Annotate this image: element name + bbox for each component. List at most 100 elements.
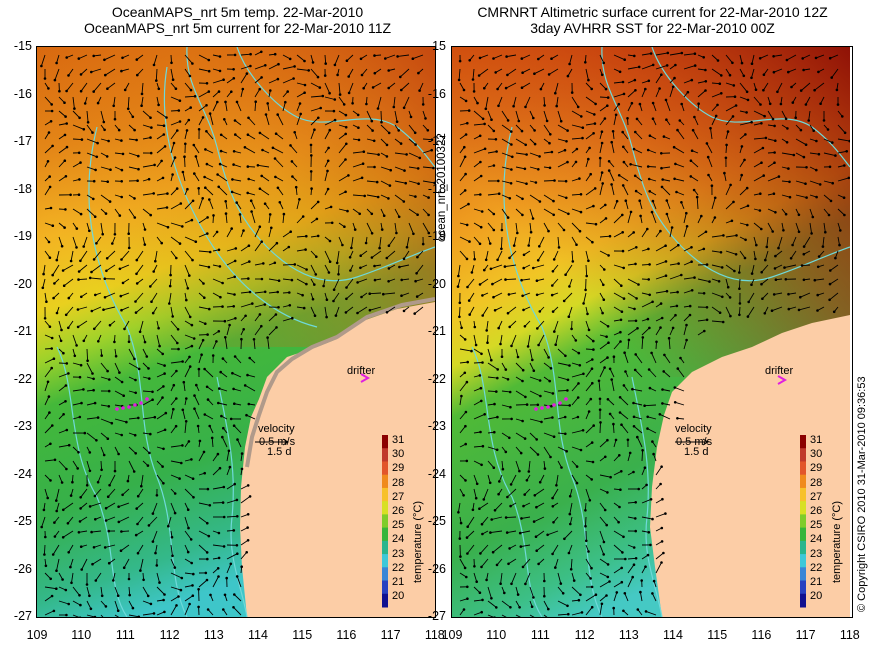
current-arrow-head <box>508 197 512 200</box>
current-arrow-head <box>219 133 223 137</box>
current-arrow-head <box>77 193 81 196</box>
current-arrow-head <box>746 223 749 227</box>
current-arrow <box>683 314 691 322</box>
current-arrow-head <box>157 87 161 91</box>
current-arrow-head <box>243 146 247 149</box>
current-arrow <box>611 184 615 196</box>
current-arrow-head <box>830 76 833 79</box>
current-arrow <box>539 474 545 483</box>
current-arrow-head <box>648 386 652 390</box>
current-arrow <box>63 278 74 287</box>
current-arrow <box>170 54 172 63</box>
current-arrow-head <box>665 118 668 121</box>
current-arrow-head <box>270 226 273 230</box>
current-arrow-head <box>522 504 525 508</box>
current-arrow <box>68 544 74 553</box>
current-arrow-head <box>149 136 152 139</box>
current-arrow-head <box>325 298 329 301</box>
current-arrow <box>136 68 144 76</box>
current-arrow-head <box>829 269 832 272</box>
current-arrow <box>683 277 695 280</box>
colorbar-segment <box>382 501 388 515</box>
current-arrow <box>348 68 354 77</box>
current-arrow-head <box>118 214 122 217</box>
current-arrow <box>473 611 482 616</box>
current-arrow-head <box>71 480 74 484</box>
current-arrow <box>611 142 615 154</box>
current-arrow-head <box>222 426 225 430</box>
current-arrow-head <box>260 174 263 178</box>
current-arrow <box>553 250 559 260</box>
current-arrow <box>585 606 593 616</box>
current-arrow-head <box>302 306 306 310</box>
current-arrow <box>767 110 774 120</box>
current-arrow-head <box>639 590 642 594</box>
current-arrow-head <box>620 423 623 427</box>
current-arrow-head <box>142 578 145 582</box>
current-arrow-head <box>106 369 109 373</box>
current-arrow <box>208 199 214 210</box>
current-arrow <box>554 82 559 94</box>
current-arrow <box>739 187 748 196</box>
current-arrow <box>599 357 608 364</box>
current-arrow-head <box>314 273 318 276</box>
current-arrow <box>156 460 163 467</box>
current-arrow-head <box>104 506 108 510</box>
current-arrow <box>254 64 266 70</box>
current-arrow <box>739 121 752 126</box>
current-arrow <box>212 486 224 490</box>
x-tick-label: 113 <box>618 628 639 642</box>
current-arrow-head <box>593 187 597 190</box>
current-arrow <box>170 236 181 244</box>
current-arrow-head <box>476 101 479 105</box>
current-arrow-head <box>590 478 593 481</box>
current-arrow-head <box>188 355 191 359</box>
current-arrow-head <box>480 399 483 403</box>
current-arrow-head <box>799 128 803 132</box>
current-arrow-head <box>500 355 504 359</box>
current-arrow <box>529 362 535 371</box>
current-arrow-head <box>726 285 730 289</box>
current-arrow-head <box>334 314 338 317</box>
current-arrow-head <box>290 278 294 282</box>
current-arrow-head <box>177 109 181 112</box>
current-arrow-head <box>387 197 390 200</box>
current-arrow <box>296 82 306 86</box>
y-tick-label: -25 <box>13 514 32 528</box>
current-arrow-head <box>665 199 669 202</box>
current-arrow <box>71 572 74 583</box>
current-arrow-head <box>646 415 649 419</box>
current-arrow-head <box>619 340 622 343</box>
x-tick-label: 109 <box>26 628 48 642</box>
current-arrow-head <box>480 210 484 213</box>
y-tick-label: -17 <box>13 134 32 148</box>
current-arrow-head <box>140 92 144 96</box>
current-arrow-head <box>705 318 709 322</box>
current-arrow <box>569 502 573 515</box>
current-arrow-head <box>363 194 367 198</box>
current-arrow <box>767 222 774 232</box>
current-arrow-head <box>729 183 732 187</box>
current-arrow <box>114 362 120 373</box>
current-arrow-head <box>479 552 482 555</box>
current-arrow <box>156 96 160 105</box>
current-arrow-head <box>702 292 706 295</box>
current-arrow-head <box>400 294 403 297</box>
current-arrow <box>70 250 74 262</box>
current-arrow <box>422 222 430 234</box>
current-arrow <box>543 180 555 182</box>
current-arrow-head <box>48 256 52 259</box>
current-arrow-head <box>458 537 462 540</box>
current-arrow-head <box>570 91 574 94</box>
current-arrow-head <box>644 565 647 568</box>
current-arrow-head <box>632 470 635 474</box>
current-arrow <box>683 213 687 224</box>
current-arrow-head <box>100 354 103 357</box>
current-arrow <box>151 292 158 302</box>
current-arrow-head <box>608 580 611 583</box>
current-arrow <box>394 166 405 172</box>
current-arrow-head <box>48 175 51 178</box>
current-arrow-head <box>106 495 110 499</box>
current-arrow-head <box>126 107 130 111</box>
current-arrow-head <box>123 88 127 92</box>
